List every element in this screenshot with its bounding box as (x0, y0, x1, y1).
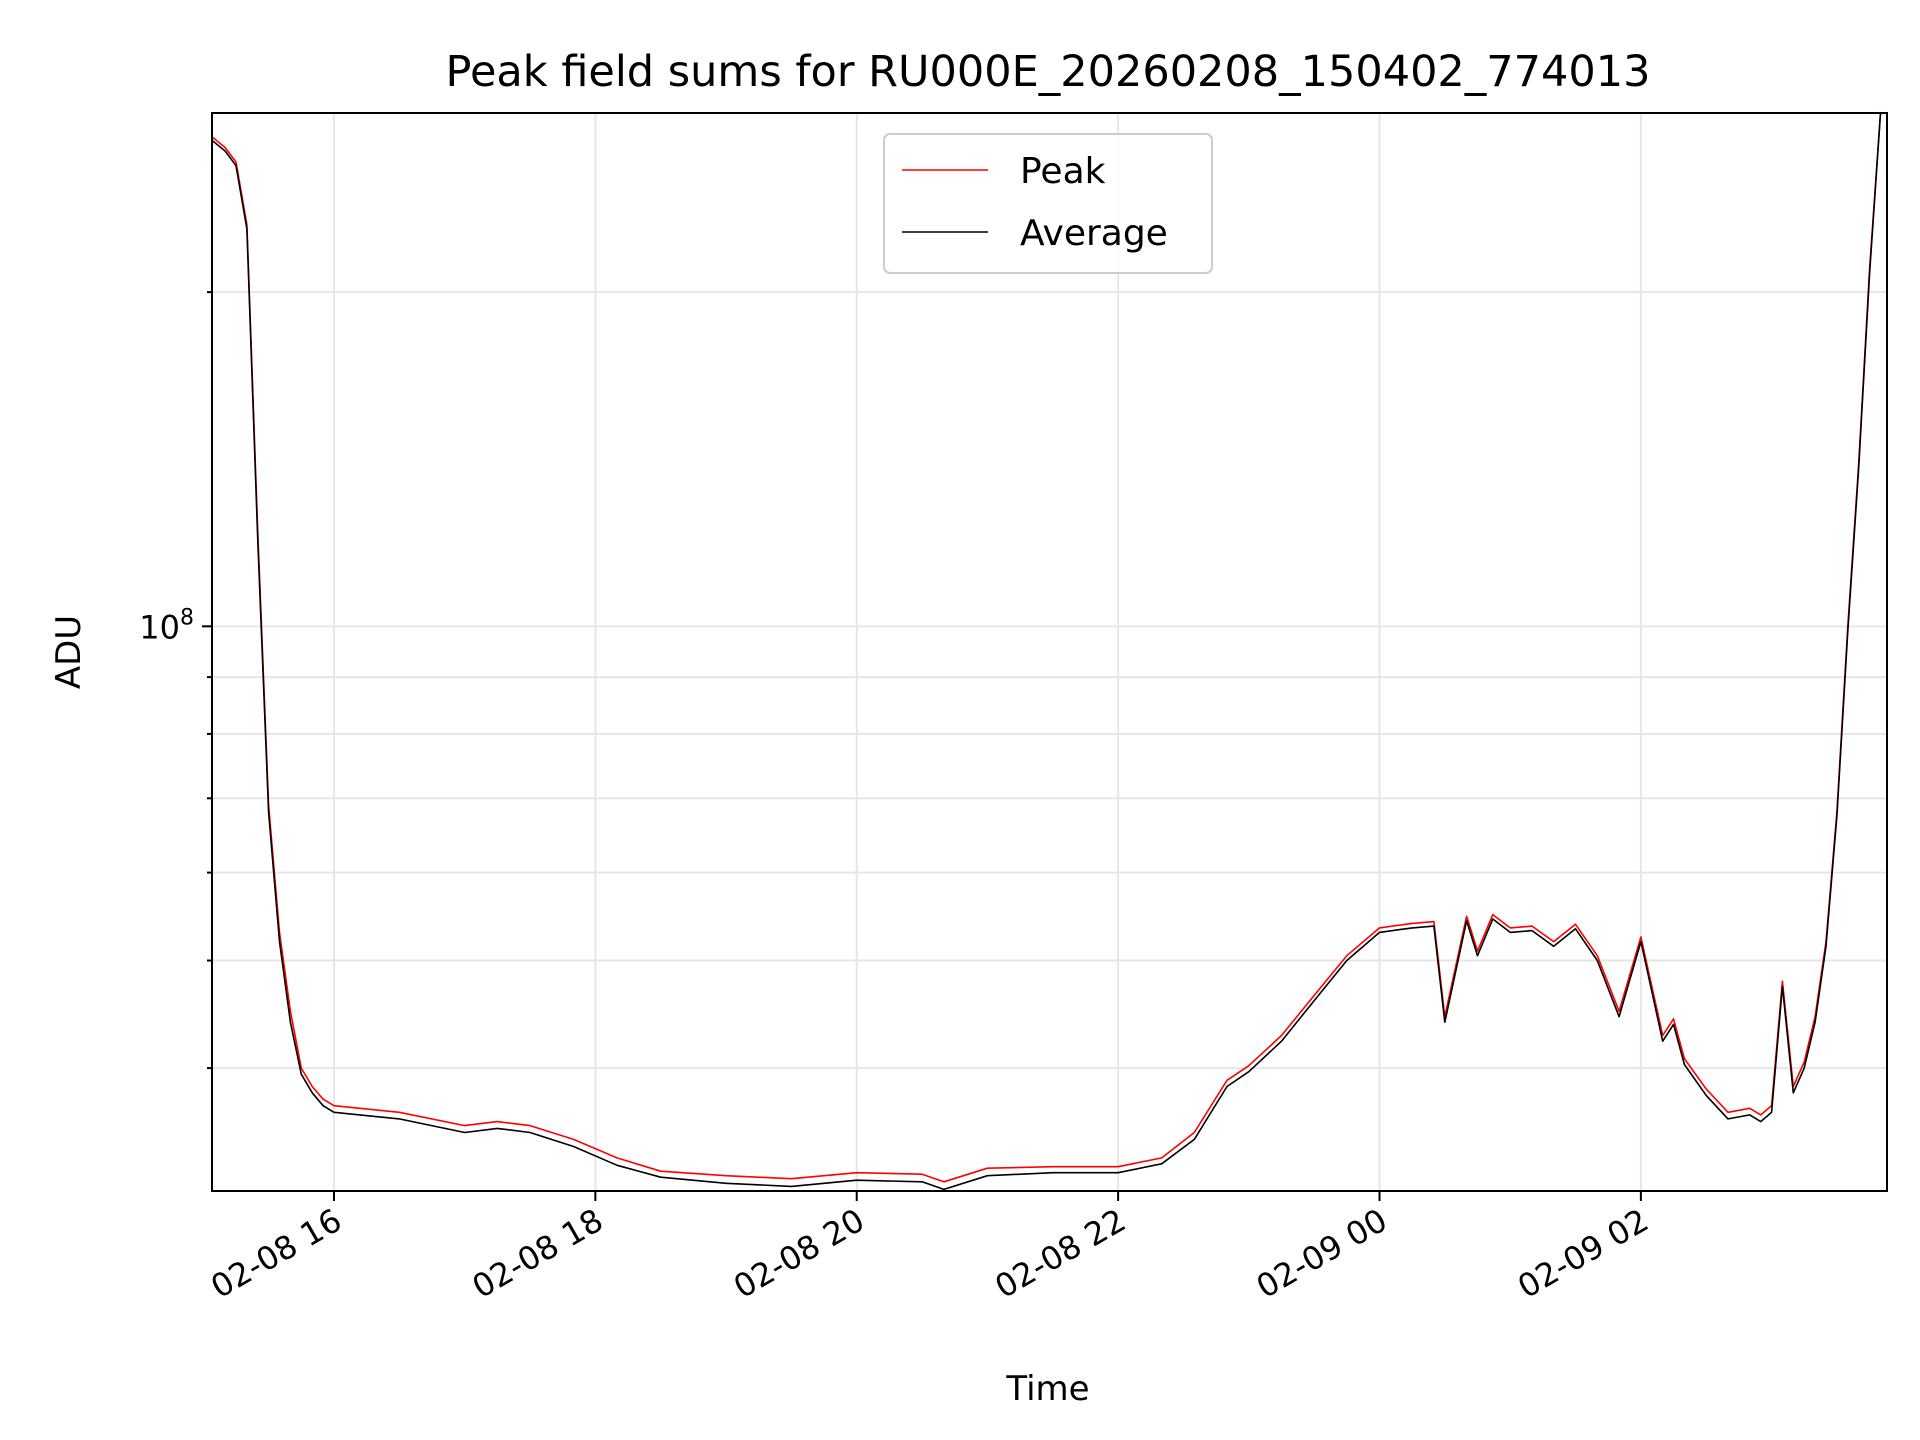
legend-label-peak: Peak (1020, 151, 1106, 192)
series-line-peak (212, 113, 1882, 1183)
legend-label-average: Average (1020, 213, 1168, 254)
y-tick-label: 108 (139, 605, 194, 646)
plot-frame (211, 112, 1888, 1192)
grid (212, 113, 1887, 1191)
series-layer (212, 113, 1882, 1191)
legend-box (883, 133, 1213, 274)
chart-title: Peak field sums for RU000E_20260208_1504… (446, 47, 1651, 97)
series-group (212, 113, 1882, 1191)
y-axis-label: ADU (49, 615, 89, 689)
legend: Peak Average (883, 133, 1213, 274)
x-axis-label: Time (1005, 1369, 1089, 1409)
y-axis: 108 (139, 291, 212, 1070)
series-line-average (212, 113, 1882, 1191)
